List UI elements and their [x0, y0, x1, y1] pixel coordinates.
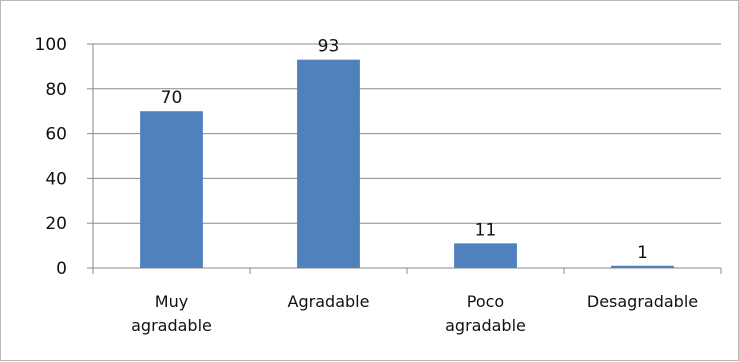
x-tick-label: Desagradable	[587, 292, 698, 311]
y-tick-label: 80	[45, 80, 67, 100]
x-tick-label: Agradable	[288, 292, 370, 311]
x-tick-label: agradable	[131, 316, 212, 335]
x-tick-label: Poco	[467, 292, 504, 311]
data-label: 70	[161, 88, 183, 108]
x-tick-label: agradable	[445, 316, 526, 335]
bar-1	[297, 59, 360, 269]
y-tick-label: 100	[35, 35, 67, 55]
x-tick-label: Muy	[155, 292, 188, 311]
y-tick-label: 20	[45, 214, 67, 234]
y-tick-label: 0	[56, 259, 67, 279]
y-tick-label: 60	[45, 125, 67, 145]
bar-0	[140, 111, 203, 268]
data-label: 93	[318, 37, 340, 57]
y-tick-label: 40	[45, 169, 67, 189]
bar-3	[611, 265, 674, 268]
data-label: 1	[637, 243, 648, 263]
data-label: 11	[475, 220, 497, 240]
bar-2	[454, 243, 517, 268]
